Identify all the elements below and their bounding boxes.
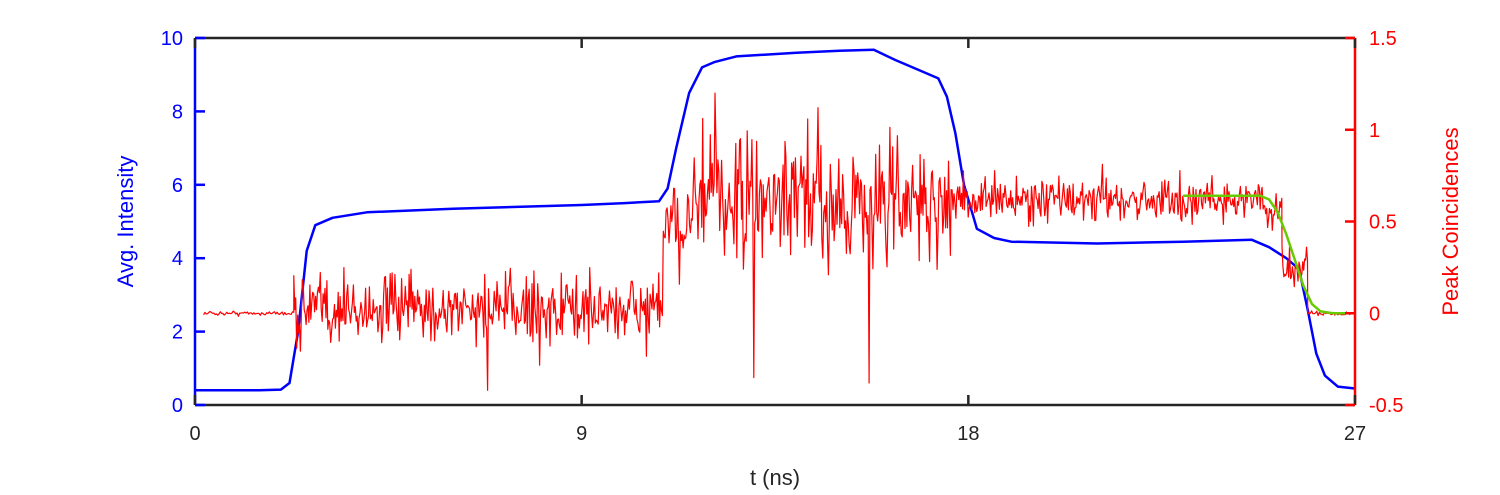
- axes-layer: 0 9 18 27 0 2 4 6 8 10 -0.5 0 0.5 1 1.5: [161, 28, 1404, 445]
- series-line-1: [203, 92, 1351, 391]
- left-tick-label: 0: [172, 395, 183, 417]
- series-layer: [195, 48, 1356, 392]
- left-axis-title: Avg. Intensity: [113, 156, 138, 288]
- x-axis-title: t (ns): [750, 465, 800, 490]
- right-tick-label: 0: [1369, 303, 1380, 325]
- x-tick-label: 9: [576, 423, 587, 445]
- x-tick-label: 0: [189, 423, 200, 445]
- x-tick-label: 18: [957, 423, 979, 445]
- series-line-2: [1183, 194, 1351, 315]
- left-tick-label: 2: [172, 322, 183, 344]
- right-tick-label: 1.5: [1369, 28, 1397, 50]
- right-tick-label: 0.5: [1369, 212, 1397, 234]
- right-axis-title: Peak Coincidences: [1438, 127, 1463, 315]
- left-tick-label: 6: [172, 175, 183, 197]
- series-line-0: [195, 48, 1356, 392]
- x-tick-label: 27: [1344, 423, 1366, 445]
- right-tick-label: 1: [1369, 120, 1380, 142]
- right-tick-label: -0.5: [1369, 395, 1403, 417]
- left-tick-label: 10: [161, 28, 183, 50]
- left-tick-label: 8: [172, 101, 183, 123]
- left-tick-label: 4: [172, 248, 183, 270]
